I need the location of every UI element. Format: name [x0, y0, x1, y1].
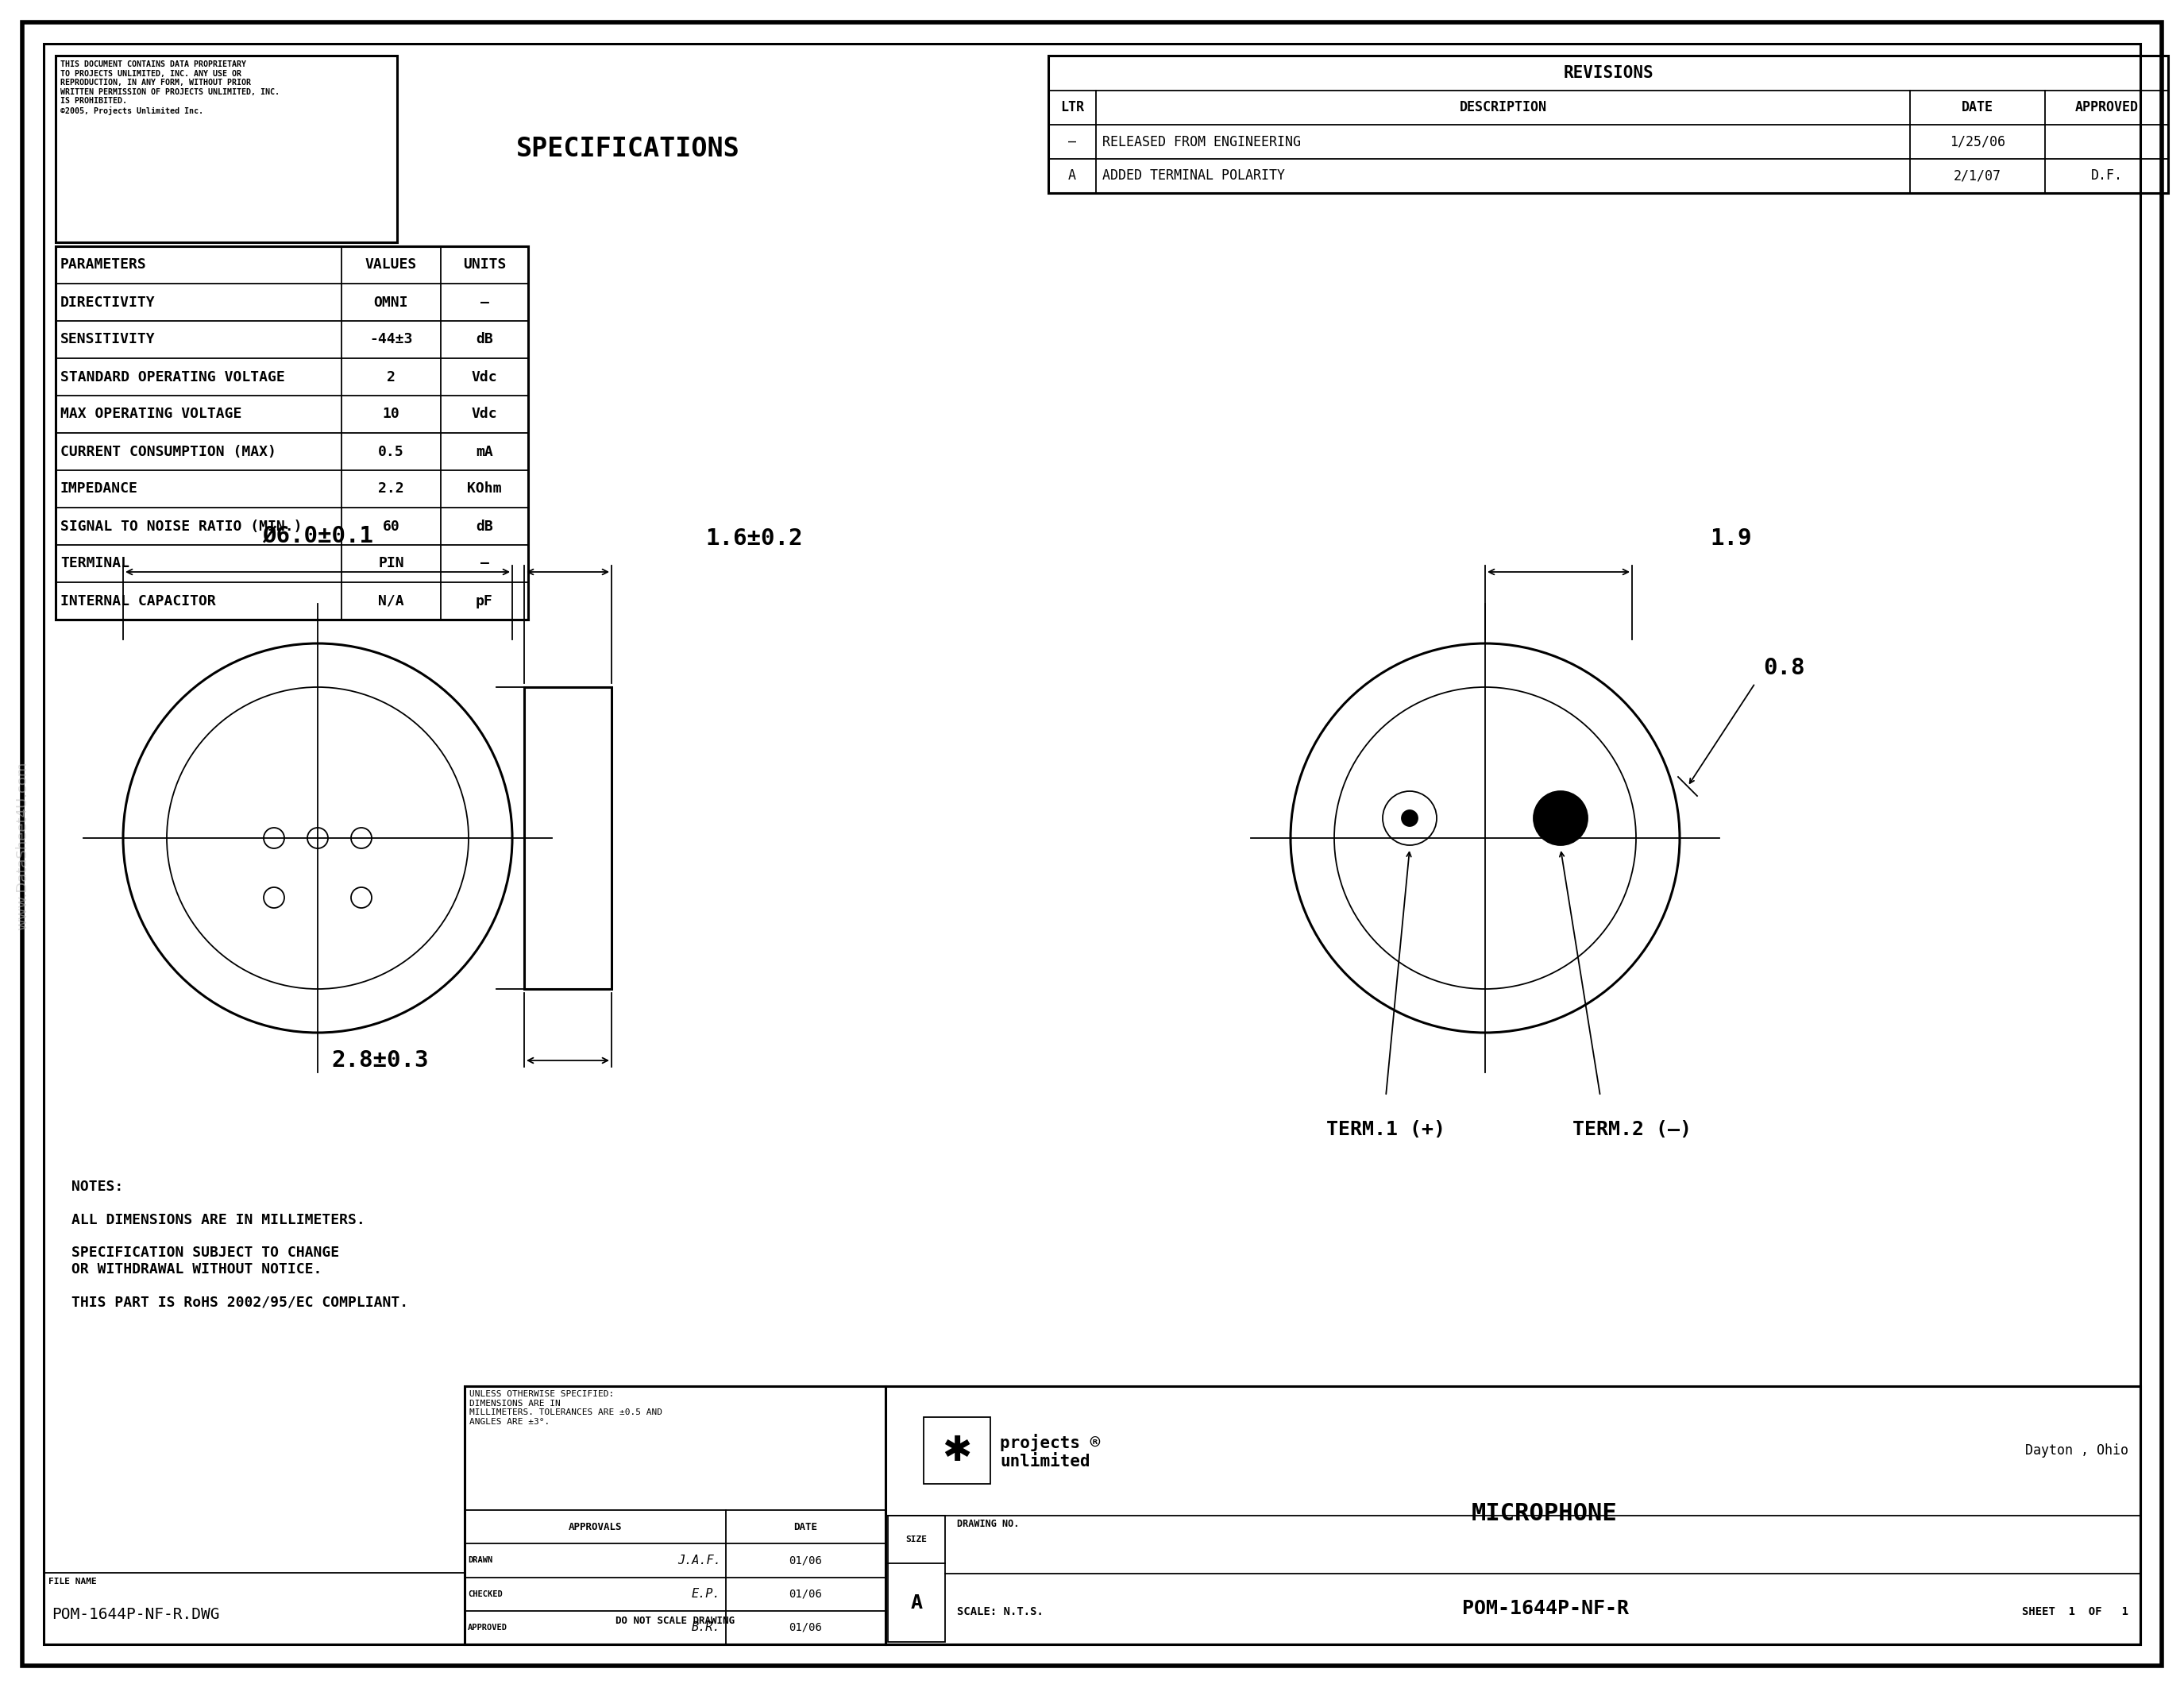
Text: SIZE: SIZE: [906, 1536, 928, 1543]
Bar: [524, 687, 612, 989]
Text: KOhm: KOhm: [467, 481, 502, 496]
Text: SCALE: N.T.S.: SCALE: N.T.S.: [957, 1607, 1044, 1617]
Text: dB: dB: [476, 520, 494, 533]
Text: SENSITIVITY: SENSITIVITY: [61, 333, 155, 346]
Text: 2/1/07: 2/1/07: [1955, 169, 2001, 182]
Text: -44±3: -44±3: [369, 333, 413, 346]
Bar: [1048, 56, 2169, 192]
Text: 01/06: 01/06: [788, 1622, 821, 1632]
Text: POM-1644P-NF-R: POM-1644P-NF-R: [1461, 1599, 1629, 1619]
Text: DATE: DATE: [793, 1521, 817, 1533]
Text: 1/25/06: 1/25/06: [1950, 135, 2005, 149]
Text: INTERNAL CAPACITOR: INTERNAL CAPACITOR: [61, 594, 216, 608]
Text: DRAWING NO.: DRAWING NO.: [957, 1519, 1020, 1529]
Text: 2.8±0.3: 2.8±0.3: [332, 1050, 428, 1072]
Text: APPROVALS: APPROVALS: [568, 1521, 622, 1533]
Text: THIS DOCUMENT CONTAINS DATA PROPRIETARY
TO PROJECTS UNLIMITED, INC. ANY USE OR
R: THIS DOCUMENT CONTAINS DATA PROPRIETARY …: [61, 61, 280, 115]
Text: SPECIFICATIONS: SPECIFICATIONS: [515, 135, 740, 162]
Text: J.A.F.: J.A.F.: [677, 1555, 721, 1566]
Text: 1.9: 1.9: [1710, 527, 1752, 550]
Text: VALUES: VALUES: [365, 258, 417, 272]
Text: SHEET  1  OF   1: SHEET 1 OF 1: [2022, 1607, 2129, 1617]
Bar: [924, 1418, 989, 1484]
Text: MICROPHONE: MICROPHONE: [1472, 1502, 1618, 1526]
Text: APPROVED: APPROVED: [2075, 101, 2138, 115]
Bar: [885, 1386, 2140, 1644]
Text: 01/06: 01/06: [788, 1555, 821, 1566]
Text: Vdc: Vdc: [472, 407, 498, 422]
Circle shape: [1382, 792, 1437, 846]
Text: 0.8: 0.8: [1762, 657, 1804, 679]
Text: 01/06: 01/06: [788, 1588, 821, 1600]
Text: –: –: [1068, 135, 1077, 149]
Text: ADDED TERMINAL POLARITY: ADDED TERMINAL POLARITY: [1103, 169, 1284, 182]
Text: DO NOT SCALE DRAWING: DO NOT SCALE DRAWING: [616, 1615, 734, 1626]
Text: UNITS: UNITS: [463, 258, 507, 272]
Bar: [55, 246, 529, 619]
Text: IMPEDANCE: IMPEDANCE: [61, 481, 138, 496]
Text: TERMINAL: TERMINAL: [61, 557, 129, 571]
Text: 0.5: 0.5: [378, 444, 404, 459]
Text: E.P.: E.P.: [692, 1588, 721, 1600]
Text: dB: dB: [476, 333, 494, 346]
Text: A: A: [1068, 169, 1077, 182]
Text: A: A: [911, 1593, 922, 1612]
Text: TERM.2 (–): TERM.2 (–): [1572, 1121, 1693, 1139]
Text: Ø6.0±0.1: Ø6.0±0.1: [262, 527, 373, 549]
Text: PARAMETERS: PARAMETERS: [61, 258, 146, 272]
Text: projects ®: projects ®: [1000, 1435, 1101, 1452]
Text: ✱: ✱: [941, 1433, 972, 1469]
Text: 1.6±0.2: 1.6±0.2: [705, 527, 804, 550]
Text: REVISIONS: REVISIONS: [1564, 66, 1653, 81]
Text: DRAWN: DRAWN: [467, 1556, 494, 1565]
Text: pF: pF: [476, 594, 494, 608]
Text: APPROVED: APPROVED: [467, 1624, 507, 1632]
Circle shape: [1402, 810, 1417, 825]
Text: 2.2: 2.2: [378, 481, 404, 496]
Text: 2: 2: [387, 370, 395, 385]
Text: 10: 10: [382, 407, 400, 422]
Text: DESCRIPTION: DESCRIPTION: [1459, 101, 1546, 115]
Text: PIN: PIN: [378, 557, 404, 571]
Text: LTR: LTR: [1059, 101, 1083, 115]
Circle shape: [1533, 792, 1588, 846]
Text: POM-1644P-NF-R.DWG: POM-1644P-NF-R.DWG: [52, 1607, 221, 1622]
Text: RELEASED FROM ENGINEERING: RELEASED FROM ENGINEERING: [1103, 135, 1302, 149]
Bar: [465, 1386, 885, 1644]
Text: www.DataSheet4U.com: www.DataSheet4U.com: [15, 761, 28, 930]
Text: MAX OPERATING VOLTAGE: MAX OPERATING VOLTAGE: [61, 407, 242, 422]
Text: CURRENT CONSUMPTION (MAX): CURRENT CONSUMPTION (MAX): [61, 444, 275, 459]
Text: SIGNAL TO NOISE RATIO (MIN.): SIGNAL TO NOISE RATIO (MIN.): [61, 520, 301, 533]
Text: mA: mA: [476, 444, 494, 459]
Text: –: –: [480, 557, 489, 571]
Text: DATE: DATE: [1961, 101, 1994, 115]
Text: TERM.1 (+): TERM.1 (+): [1326, 1121, 1446, 1139]
Text: STANDARD OPERATING VOLTAGE: STANDARD OPERATING VOLTAGE: [61, 370, 284, 385]
Text: unlimited: unlimited: [1000, 1453, 1090, 1470]
Bar: [889, 1516, 946, 1642]
Text: 60: 60: [382, 520, 400, 533]
Text: CHECKED: CHECKED: [467, 1590, 502, 1599]
Text: B.R.: B.R.: [692, 1622, 721, 1634]
Bar: [44, 1573, 465, 1644]
Text: OMNI: OMNI: [373, 295, 408, 309]
Text: NOTES:

ALL DIMENSIONS ARE IN MILLIMETERS.

SPECIFICATION SUBJECT TO CHANGE
OR W: NOTES: ALL DIMENSIONS ARE IN MILLIMETERS…: [72, 1180, 408, 1310]
Text: DIRECTIVITY: DIRECTIVITY: [61, 295, 155, 309]
Text: D.F.: D.F.: [2090, 169, 2123, 182]
Text: Dayton , Ohio: Dayton , Ohio: [2025, 1443, 2129, 1458]
Bar: [55, 56, 397, 243]
Text: FILE NAME: FILE NAME: [48, 1578, 96, 1585]
Text: –: –: [480, 295, 489, 309]
Text: Vdc: Vdc: [472, 370, 498, 385]
Text: N/A: N/A: [378, 594, 404, 608]
Text: UNLESS OTHERWISE SPECIFIED:
DIMENSIONS ARE IN
MILLIMETERS. TOLERANCES ARE ±0.5 A: UNLESS OTHERWISE SPECIFIED: DIMENSIONS A…: [470, 1391, 662, 1426]
